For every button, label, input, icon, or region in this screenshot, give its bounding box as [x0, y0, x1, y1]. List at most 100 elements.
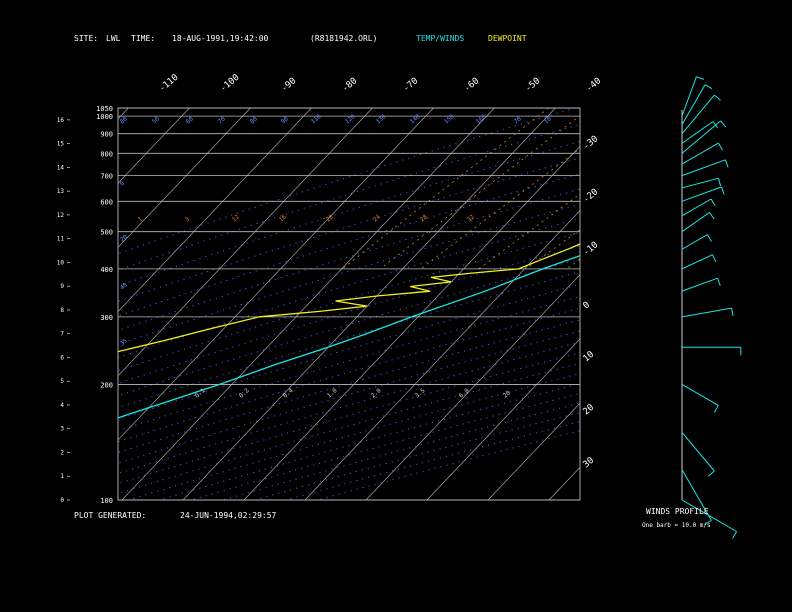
dry-adiabat-line [317, 430, 580, 500]
mixing-ratio-label: 28 [419, 213, 429, 223]
mixing-ratio-line [709, 108, 792, 269]
mixing-ratio-line [478, 193, 580, 270]
wind-barb-shaft [681, 234, 708, 250]
mixing-ratio-line [420, 148, 580, 270]
wind-barb-shaft [681, 432, 715, 472]
isotherm-right-label: 20 [582, 403, 597, 418]
height-tick-label: 7 [60, 331, 64, 338]
wind-barb [713, 405, 719, 413]
wind-barb [731, 308, 734, 317]
site-value: LWL [106, 34, 121, 43]
wind-barb-shaft [681, 198, 712, 217]
pressure-tick-label: 1050 [96, 105, 113, 113]
height-tick-label: 2 [60, 449, 64, 456]
wind-barb [712, 254, 717, 263]
pressure-tick-label: 500 [100, 229, 113, 237]
dry-adiabat-line [118, 123, 580, 271]
height-tick-label: 14 [57, 164, 65, 171]
isotherm-right-label: 30 [582, 456, 597, 471]
isotherm-right-label: 10 [582, 350, 597, 365]
wind-barb [707, 470, 715, 477]
wind-barb-shaft [681, 177, 719, 189]
dry-adiabat-line [191, 392, 580, 500]
height-tick-label: 9 [60, 283, 64, 290]
pressure-tick-label: 800 [100, 150, 113, 158]
isotherm-line [121, 108, 495, 500]
wind-barb [732, 531, 738, 539]
wind-barb [724, 159, 729, 168]
height-tick-label: 16 [57, 117, 65, 124]
plot-generated-value: 24-JUN-1994,02:29:57 [180, 511, 277, 520]
dry-adiabat-label: 160 [475, 113, 488, 126]
pressure-tick-label: 1000 [96, 113, 113, 121]
height-tick-label: 6 [60, 354, 64, 361]
wind-barb [721, 186, 725, 195]
dry-adiabat-line [118, 352, 580, 485]
dry-adiabat-label: 140 [409, 113, 422, 126]
plot-generated-label: PLOT GENERATED: [74, 511, 147, 520]
mixing-ratio-label: 20 [325, 213, 335, 223]
dry-adiabat-label: 0 [119, 180, 127, 188]
isotherm-top-label: -100 [219, 73, 242, 95]
mixing-ratio-label: 3 [184, 216, 192, 224]
isotherm-line [304, 210, 580, 500]
dry-adiabat-line [118, 295, 580, 432]
wind-barb-shaft [681, 211, 710, 233]
wind-barb [718, 178, 722, 187]
time-label: TIME: [131, 34, 156, 43]
height-tick-label: 10 [57, 259, 65, 266]
dry-adiabat-label: 110 [310, 113, 323, 126]
isotherm-right-label: -10 [582, 240, 601, 258]
dry-adiabats [118, 108, 580, 500]
wind-barb [696, 76, 705, 80]
dry-adiabat-label: 20 [119, 233, 129, 243]
dry-adiabat-label: 40 [119, 281, 129, 291]
pressure-tick-label: 700 [100, 173, 113, 181]
wind-barb-shaft [681, 120, 721, 154]
mixing-ratio-label: 1 [137, 216, 145, 224]
wind-barb-shaft [681, 254, 713, 270]
dry-adiabat-line [159, 382, 580, 500]
dry-adiabat-label: 50 [151, 115, 161, 125]
plot-frame [117, 107, 581, 501]
axis-labels: 1002003004005006007008009001000105001234… [57, 73, 604, 505]
isotherm-line [487, 402, 580, 500]
pressure-tick-label: 900 [100, 131, 113, 139]
wind-barb [704, 520, 712, 525]
wind-barb-shaft [681, 84, 706, 125]
dry-adiabat-label: 70 [513, 115, 523, 125]
wind-barb-shaft [681, 159, 726, 177]
height-tick-label: 5 [60, 378, 64, 385]
legend-dewpoint: DEWPOINT [488, 34, 527, 43]
wind-barb [717, 142, 723, 151]
mixing-ratio-label-low: 3.5 [414, 387, 427, 400]
isotherm-right-label: 0 [582, 300, 593, 311]
wind-barb-shaft [681, 307, 732, 318]
isotherm-right-label: -30 [582, 134, 601, 152]
winds-profile-title: WINDS PROFILE [646, 507, 709, 516]
dry-adiabat-line [118, 157, 580, 302]
isotherm-line [0, 108, 6, 500]
mixing-ratio-label: 12 [231, 213, 241, 223]
isobars [118, 107, 580, 501]
wind-barb-shaft [681, 469, 712, 521]
mixing-ratio-label-low: 1.0 [326, 387, 339, 400]
isotherm-top-label: -90 [280, 76, 299, 94]
height-tick-label: 3 [60, 426, 64, 433]
height-tick-label: 0 [60, 497, 64, 504]
mixing-ratio-line [341, 108, 549, 270]
height-tick-label: 1 [60, 473, 64, 480]
site-label: SITE: [74, 34, 99, 43]
file-name: (R8181942.ORL) [310, 34, 378, 43]
wind-barb-shaft [681, 186, 722, 202]
wind-barb [720, 120, 727, 128]
isotherm-top-label: -40 [585, 76, 604, 94]
height-tick-label: 15 [57, 141, 65, 148]
wind-barb-shaft [681, 94, 715, 135]
wind-barb-shaft [681, 142, 719, 165]
dry-adiabat-line [118, 341, 580, 475]
isotherm-line [118, 108, 434, 441]
isotherm-top-label: -110 [158, 73, 181, 95]
time-value: 18-AUG-1991,19:42:00 [172, 34, 269, 43]
pressure-tick-label: 200 [100, 381, 113, 389]
